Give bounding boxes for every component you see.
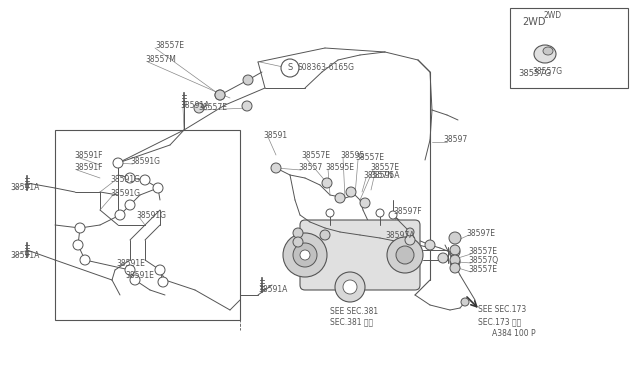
Circle shape bbox=[396, 246, 414, 264]
Circle shape bbox=[461, 298, 469, 306]
Text: S: S bbox=[287, 64, 292, 73]
Circle shape bbox=[194, 103, 204, 113]
Text: S08363-6165G: S08363-6165G bbox=[297, 64, 354, 73]
Text: 38595A: 38595A bbox=[370, 170, 399, 180]
Circle shape bbox=[73, 240, 83, 250]
Circle shape bbox=[215, 90, 225, 100]
Circle shape bbox=[293, 228, 303, 238]
Circle shape bbox=[450, 255, 460, 265]
Text: 38557E: 38557E bbox=[468, 247, 497, 257]
Text: 38557E: 38557E bbox=[370, 164, 399, 173]
Text: SEE SEC.381: SEE SEC.381 bbox=[330, 308, 378, 317]
Text: 38557E: 38557E bbox=[198, 103, 227, 112]
Text: 38591G: 38591G bbox=[110, 176, 140, 185]
Circle shape bbox=[130, 275, 140, 285]
Text: 38557E: 38557E bbox=[155, 41, 184, 49]
Ellipse shape bbox=[534, 45, 556, 63]
Text: 38597F: 38597F bbox=[393, 208, 422, 217]
Circle shape bbox=[335, 193, 345, 203]
Text: A384 100 P: A384 100 P bbox=[492, 330, 536, 339]
Circle shape bbox=[243, 75, 253, 85]
Circle shape bbox=[450, 257, 460, 267]
Text: 38591A: 38591A bbox=[180, 100, 209, 109]
Text: 38591A: 38591A bbox=[258, 285, 287, 295]
Bar bbox=[55, 130, 240, 320]
Text: 38557N: 38557N bbox=[363, 171, 393, 180]
Circle shape bbox=[300, 250, 310, 260]
Circle shape bbox=[346, 187, 356, 197]
Circle shape bbox=[75, 223, 85, 233]
Circle shape bbox=[406, 228, 414, 236]
Circle shape bbox=[242, 101, 252, 111]
Circle shape bbox=[125, 173, 135, 183]
Text: 38597A: 38597A bbox=[385, 231, 415, 241]
Circle shape bbox=[360, 198, 370, 208]
Circle shape bbox=[449, 232, 461, 244]
Text: SEC.381 参照: SEC.381 参照 bbox=[330, 317, 373, 327]
Circle shape bbox=[335, 272, 365, 302]
Circle shape bbox=[293, 243, 317, 267]
Circle shape bbox=[115, 210, 125, 220]
Text: 38557E: 38557E bbox=[301, 151, 330, 160]
Circle shape bbox=[387, 237, 423, 273]
Circle shape bbox=[450, 247, 460, 257]
Text: 38557: 38557 bbox=[298, 164, 323, 173]
Circle shape bbox=[322, 178, 332, 188]
Text: 2WD: 2WD bbox=[522, 17, 545, 27]
Text: 38591F: 38591F bbox=[74, 151, 102, 160]
Text: 38595E: 38595E bbox=[325, 163, 354, 171]
Circle shape bbox=[326, 209, 334, 217]
Bar bbox=[510, 8, 628, 88]
Text: 38591A: 38591A bbox=[10, 250, 40, 260]
Circle shape bbox=[438, 253, 448, 263]
Text: SEE SEC.173: SEE SEC.173 bbox=[478, 305, 526, 314]
Circle shape bbox=[320, 230, 330, 240]
Text: 38595: 38595 bbox=[340, 151, 364, 160]
Text: SEC.173 参照: SEC.173 参照 bbox=[478, 317, 521, 327]
Text: 38597: 38597 bbox=[443, 135, 467, 144]
Circle shape bbox=[376, 209, 384, 217]
Circle shape bbox=[125, 200, 135, 210]
Text: 38557G: 38557G bbox=[532, 67, 562, 77]
Text: 38591F: 38591F bbox=[74, 164, 102, 173]
Text: 38557Q: 38557Q bbox=[468, 257, 498, 266]
Circle shape bbox=[425, 240, 435, 250]
Circle shape bbox=[450, 245, 460, 255]
Circle shape bbox=[389, 211, 397, 219]
Circle shape bbox=[293, 237, 303, 247]
Text: 38591G: 38591G bbox=[110, 189, 140, 198]
Text: 38557M: 38557M bbox=[145, 55, 176, 64]
Circle shape bbox=[113, 158, 123, 168]
Ellipse shape bbox=[543, 47, 553, 55]
Circle shape bbox=[271, 163, 281, 173]
Text: 2WD: 2WD bbox=[544, 10, 562, 19]
Circle shape bbox=[125, 265, 135, 275]
Text: 38591G: 38591G bbox=[130, 157, 160, 167]
Text: 38591E: 38591E bbox=[116, 260, 145, 269]
Circle shape bbox=[283, 233, 327, 277]
Text: 38557E: 38557E bbox=[355, 154, 384, 163]
Text: 38591E: 38591E bbox=[125, 272, 154, 280]
Circle shape bbox=[158, 277, 168, 287]
Circle shape bbox=[281, 59, 299, 77]
Circle shape bbox=[450, 263, 460, 273]
FancyBboxPatch shape bbox=[300, 220, 420, 290]
Text: 38591A: 38591A bbox=[10, 183, 40, 192]
Circle shape bbox=[405, 235, 415, 245]
Text: 38557G: 38557G bbox=[518, 70, 551, 78]
Text: 38591G: 38591G bbox=[136, 211, 166, 219]
Circle shape bbox=[343, 280, 357, 294]
Text: 38557E: 38557E bbox=[468, 266, 497, 275]
Circle shape bbox=[80, 255, 90, 265]
Circle shape bbox=[153, 183, 163, 193]
Circle shape bbox=[215, 90, 225, 100]
Circle shape bbox=[155, 265, 165, 275]
Circle shape bbox=[140, 175, 150, 185]
Text: 38591: 38591 bbox=[263, 131, 287, 140]
Text: 38597E: 38597E bbox=[466, 228, 495, 237]
